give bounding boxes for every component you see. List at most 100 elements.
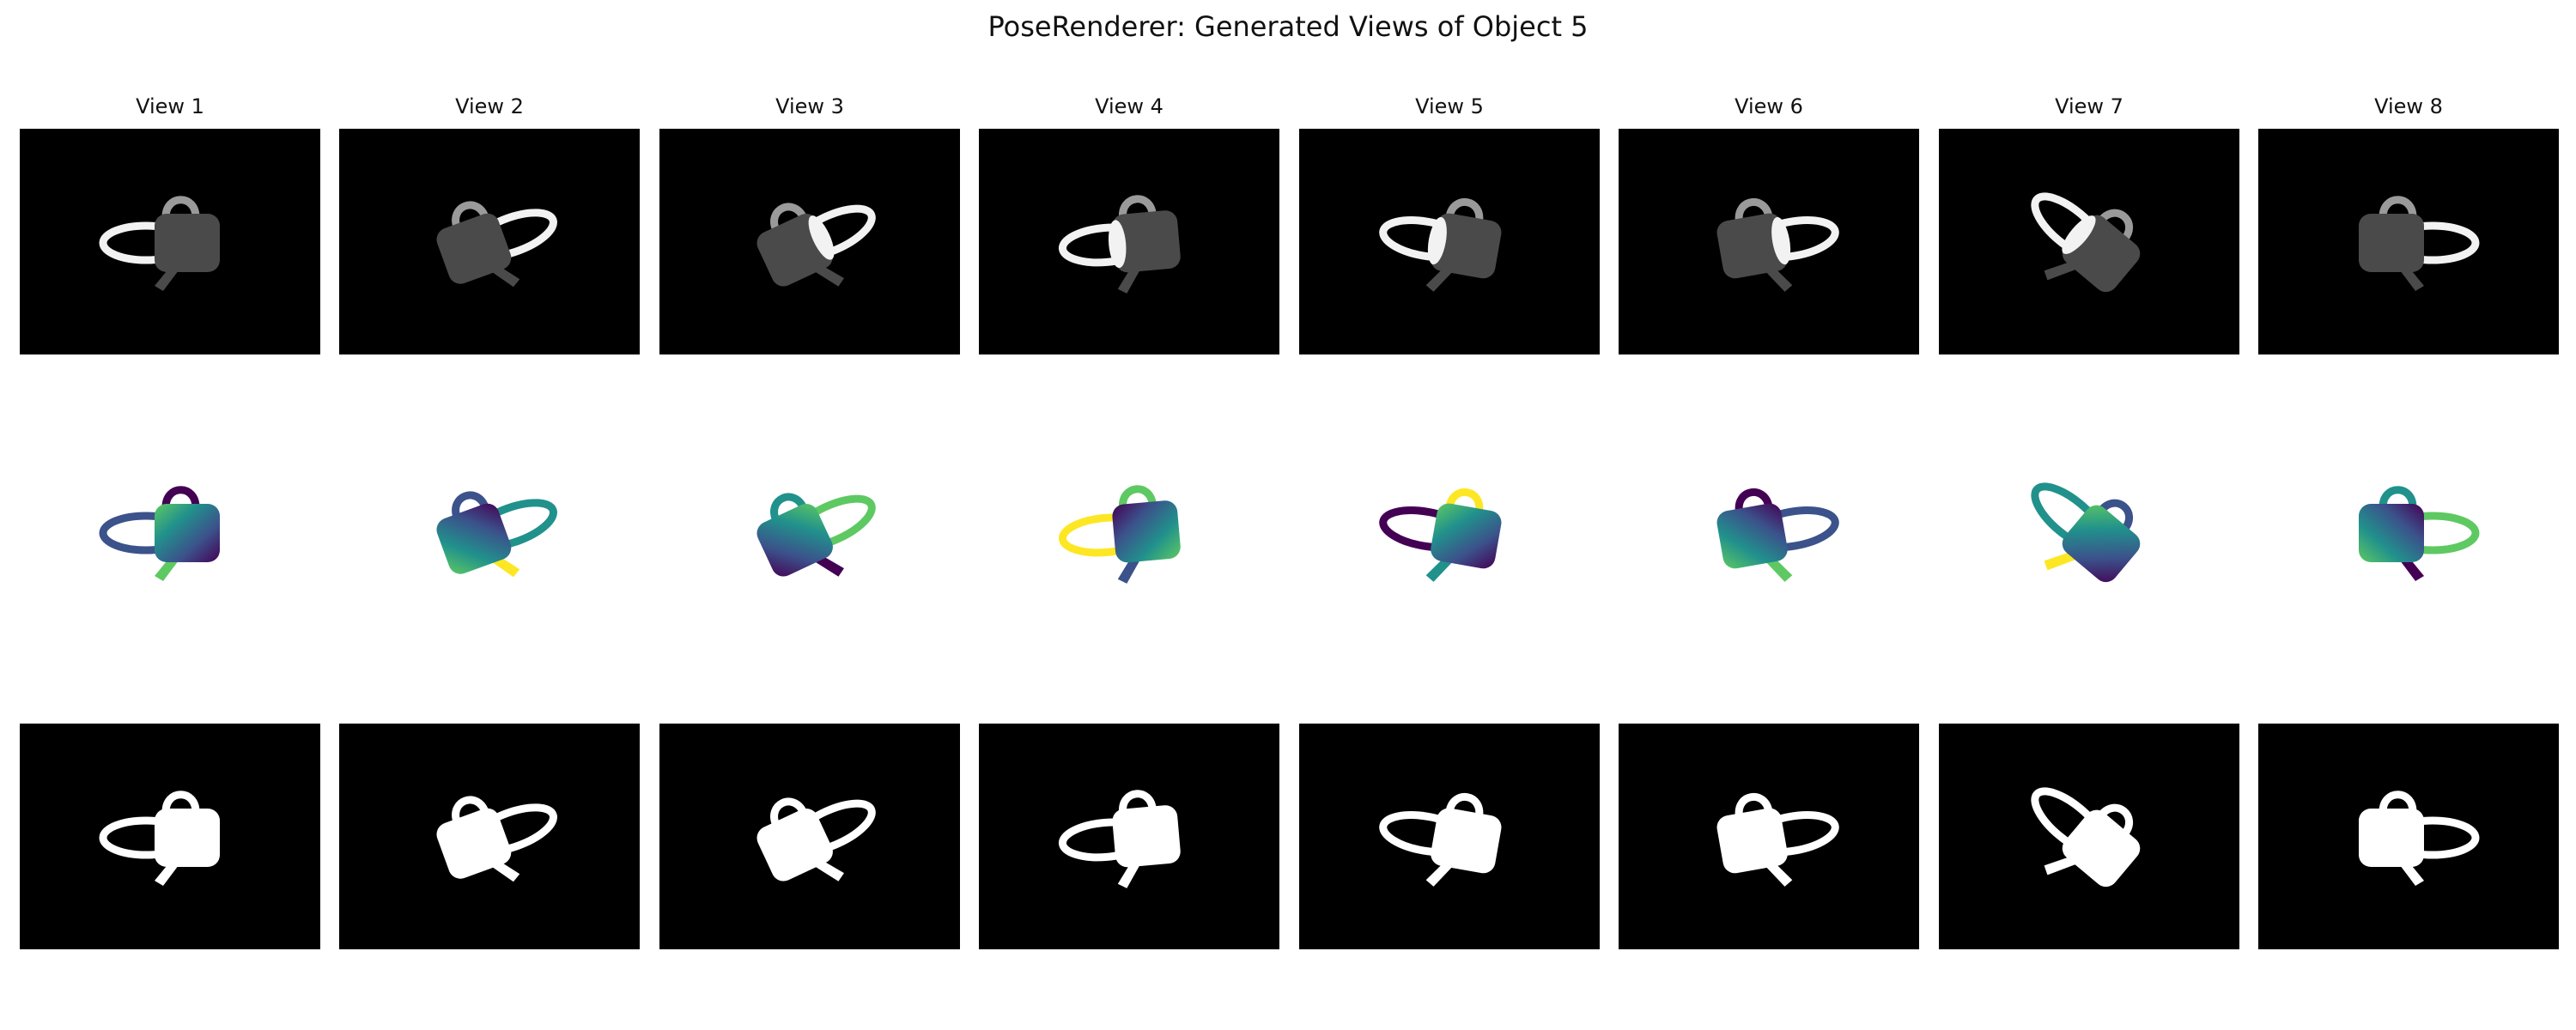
can-top-handle [1735,793,1773,818]
depth-colormap-image [1716,488,1839,582]
depth-colormap-image [1058,485,1181,584]
silhouette-mask-image [1299,724,1600,949]
watering-can-shape [1716,488,1839,582]
watering-can-shape [1058,790,1181,888]
can-spout [155,557,179,581]
can-spout [1117,861,1140,888]
can-rim-highlight [2062,215,2096,254]
depth-colormap-panel [979,419,1279,645]
can-spout [1425,266,1453,292]
shaded-render-panel [339,129,640,354]
can-body [1716,808,1788,874]
can-spout [1425,861,1453,887]
watering-can-shape [1058,195,1181,294]
can-top-handle [452,796,489,824]
can-top-handle [1119,790,1157,813]
can-body [436,808,512,879]
can-top-handle [770,797,807,827]
can-body [1112,805,1181,868]
can-spout [2400,557,2424,581]
can-rim-highlight [1108,220,1127,269]
view-title: View 6 [1735,94,1803,118]
depth-colormap-panel [1299,419,1600,645]
can-body [1431,808,1502,874]
shaded-render-panel [20,129,320,354]
shaded-render-image [1619,129,1919,354]
shaded-render-image [339,129,640,354]
can-body [1431,503,1502,569]
view-title: View 7 [2055,94,2123,118]
silhouette-mask-image [1939,724,2239,949]
can-top-handle [1735,488,1773,513]
watering-can-shape [2031,482,2141,583]
depth-colormap-panel [339,419,640,645]
can-top-handle [2098,803,2134,837]
depth-colormap-image [2359,486,2480,581]
watering-can-shape [1379,198,1502,292]
depth-colormap-image [2031,482,2141,583]
watering-can-shape [99,791,220,886]
watering-can-shape [436,201,557,288]
depth-colormap-panel [1939,419,2239,645]
silhouette-mask-panel [1299,724,1600,949]
silhouette-mask-image [20,724,320,949]
shaded-render-image [659,129,960,354]
view-title: View 8 [2374,94,2443,118]
can-top-handle [770,493,807,523]
watering-can-shape [99,486,220,581]
depth-colormap-image [756,493,876,577]
silhouette-mask-image [659,724,960,949]
can-body [2062,809,2141,888]
can-body [2359,214,2424,272]
watering-can-shape [756,203,876,287]
can-body [155,504,220,562]
can-body [155,809,220,867]
silhouette-mask-panel [1939,724,2239,949]
can-spout [1765,556,1793,582]
can-top-handle [2379,791,2417,813]
silhouette-mask-image [979,724,1279,949]
can-body [2359,504,2424,562]
shaded-render-image [979,129,1279,354]
can-top-handle [2098,209,2134,242]
can-top-handle [452,201,489,229]
can-spout [814,859,844,882]
shaded-render-panel [659,129,960,354]
silhouette-mask-panel [20,724,320,949]
depth-colormap-panel [659,419,960,645]
silhouette-mask-panel [2258,724,2559,949]
figure-title: PoseRenderer: Generated Views of Object … [987,10,1589,43]
shaded-render-panel [1939,129,2239,354]
silhouette-mask-image [339,724,640,949]
can-spout [1425,556,1453,582]
watering-can-shape [2359,791,2480,886]
can-spout [2400,267,2424,291]
can-top-handle [161,486,200,508]
can-top-handle [1119,195,1157,218]
silhouette-mask-panel [1619,724,1919,949]
watering-can-shape [1716,793,1839,887]
can-spout [2400,862,2424,886]
silhouette-mask-panel [979,724,1279,949]
can-spout [1117,266,1140,294]
watering-can-shape [99,196,220,291]
can-spout [2044,855,2077,876]
can-spout [2044,260,2077,281]
can-body [2062,505,2141,583]
can-top-handle [1445,793,1484,818]
watering-can-shape [756,797,876,882]
can-body [1431,213,1502,279]
can-spout [814,264,844,287]
can-top-handle [1445,488,1484,513]
view-title: View 1 [136,94,204,118]
can-body [2359,809,2424,867]
shaded-render-image [2258,129,2559,354]
can-body [1112,500,1181,563]
depth-colormap-image [436,491,557,578]
shaded-render-image [1299,129,1600,354]
watering-can-shape [1058,485,1181,584]
can-spout [155,862,179,886]
can-spout [814,554,844,577]
view-title: View 2 [455,94,524,118]
silhouette-mask-panel [659,724,960,949]
